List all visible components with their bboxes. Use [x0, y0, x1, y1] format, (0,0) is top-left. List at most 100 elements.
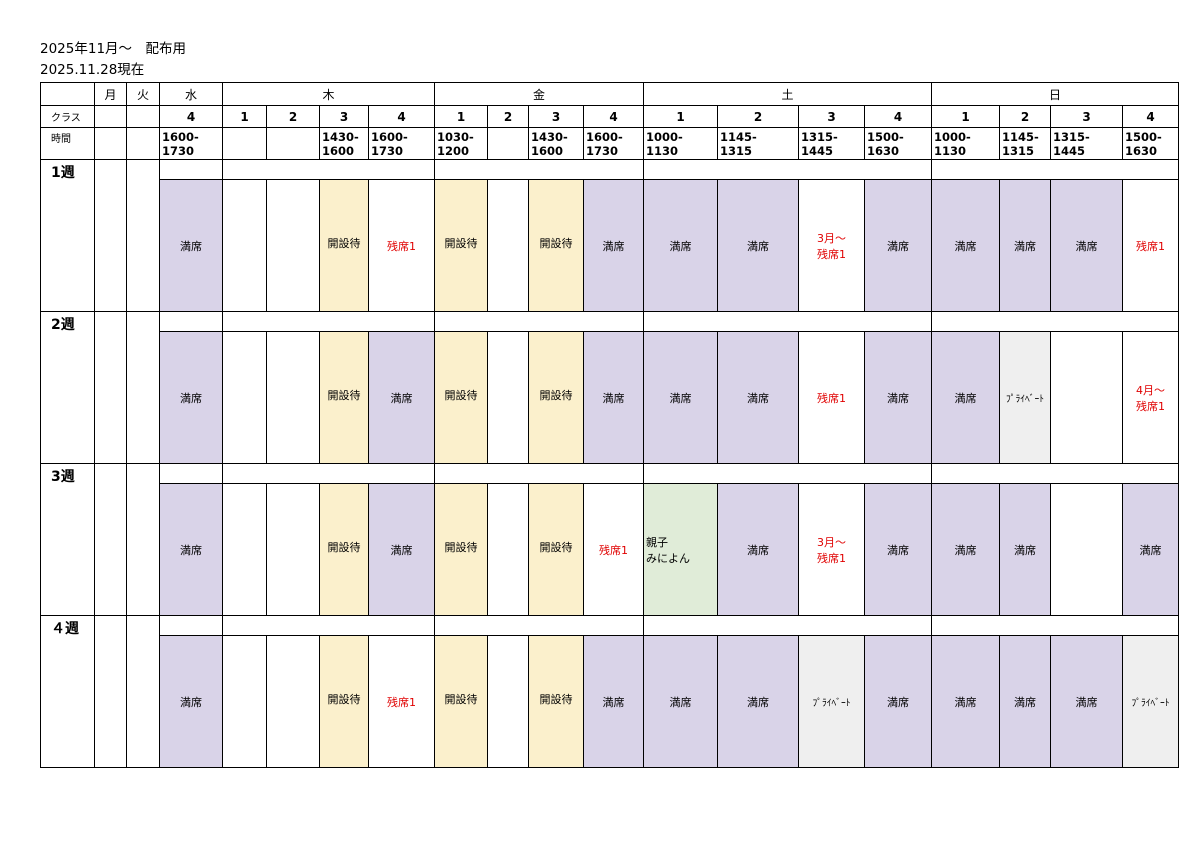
schedule-cell: 残席1	[583, 483, 644, 616]
time-slot: 1500- 1630	[864, 127, 932, 160]
time-start: 1500-	[867, 130, 904, 144]
week-strip-row: ４週	[40, 615, 1179, 768]
week-strip-cell	[159, 463, 223, 484]
day-thu: 木	[222, 82, 435, 106]
schedule-cell	[1050, 331, 1123, 464]
schedule-cell: 3月～ 残席1	[798, 483, 865, 616]
cell-text: みによん	[646, 551, 690, 565]
time-slot: 1600- 1730	[368, 127, 435, 160]
schedule-cell	[222, 331, 267, 464]
schedule-cell: 開設待	[319, 331, 369, 464]
time-slot: 1000- 1130	[931, 127, 1000, 160]
class-number: 2	[717, 105, 799, 128]
schedule-cell: 満席	[159, 635, 223, 768]
schedule-cell: 満席	[717, 331, 799, 464]
schedule-cell: 満席	[159, 331, 223, 464]
week-strip-row: 2週	[40, 311, 1179, 464]
week-tue-cell	[126, 615, 160, 768]
schedule-cell	[487, 331, 529, 464]
schedule-cell: 満席	[717, 483, 799, 616]
schedule-cell: 4月～ 残席1	[1122, 331, 1179, 464]
cell-text: 満席	[887, 695, 909, 709]
week-tue-cell	[126, 311, 160, 464]
class-number: 4	[368, 105, 435, 128]
cell-text: 開設待	[444, 237, 478, 250]
class-number: 1	[222, 105, 267, 128]
cell-text: ﾌﾟﾗｲﾍﾞｰﾄ	[1131, 697, 1170, 709]
week-strip-cell	[931, 311, 1179, 332]
cell-text: 満席	[669, 695, 692, 709]
time-start: 1430-	[322, 130, 359, 144]
schedule-cell: 開設待	[434, 179, 488, 312]
week-strip-cell	[222, 463, 435, 484]
week-schedule-row: 満席 開設待 満席 開設待 開設待 満席 満席 満席 残席1 満席 満席 ﾌﾟﾗｲﾍﾞｰﾄ 4月～ 残席1	[41, 331, 1179, 464]
schedule-cell: 満席	[583, 331, 644, 464]
cell-text: 満席	[1075, 695, 1098, 709]
week-mon-cell	[94, 159, 127, 312]
schedule-cell	[487, 483, 529, 616]
cell-text: 親子	[646, 535, 668, 549]
cell-text: 開設待	[444, 693, 478, 706]
schedule-cell: 満席	[931, 483, 1000, 616]
time-slot: 1430- 1600	[528, 127, 584, 160]
class-number: 2	[487, 105, 529, 128]
cell-text: 満席	[954, 239, 977, 253]
schedule-cell	[487, 635, 529, 768]
time-slot: 1430- 1600	[319, 127, 369, 160]
schedule-cell: 満席	[1122, 483, 1179, 616]
document-title: 2025年11月～ 配布用	[40, 41, 187, 57]
cell-text: 残席1	[817, 551, 846, 565]
week-strip-cell	[222, 311, 435, 332]
schedule-cell: 開設待	[528, 635, 584, 768]
cell-text: 開設待	[539, 541, 573, 554]
time-slot: 1000- 1130	[643, 127, 718, 160]
time-mon-empty	[94, 127, 127, 160]
schedule-cell: 満席	[717, 635, 799, 768]
class-tue-empty	[126, 105, 160, 128]
week-strip-cell	[931, 159, 1179, 180]
week-strip-cell	[222, 615, 435, 636]
cell-text: 開設待	[444, 389, 478, 402]
time-end: 1730	[371, 144, 404, 158]
cell-text: 満席	[390, 543, 413, 557]
time-slot	[222, 127, 267, 160]
cell-text: 残席1	[599, 543, 628, 557]
class-number: 1	[643, 105, 718, 128]
cell-text: 満席	[1139, 543, 1162, 557]
schedule-cell: 満席	[864, 635, 932, 768]
cell-text: 満席	[390, 391, 413, 405]
time-start: 1000-	[934, 130, 971, 144]
cell-text: 開設待	[539, 389, 573, 402]
schedule-cell: 満席	[643, 179, 718, 312]
class-number: 3	[528, 105, 584, 128]
time-start: 1500-	[1125, 130, 1162, 144]
time-slot: 1500- 1630	[1122, 127, 1179, 160]
cell-text: 満席	[954, 695, 977, 709]
schedule-cell: 満席	[999, 483, 1051, 616]
time-start: 1000-	[646, 130, 683, 144]
class-number: 2	[266, 105, 320, 128]
time-end: 1445	[801, 144, 834, 158]
time-slot: 1600- 1730	[583, 127, 644, 160]
day-fri: 金	[434, 82, 644, 106]
schedule-cell	[266, 179, 320, 312]
cell-text: 開設待	[539, 693, 573, 706]
cell-text: ﾌﾟﾗｲﾍﾞｰﾄ	[1005, 393, 1044, 405]
week-strip-cell	[643, 159, 932, 180]
day-sat: 土	[643, 82, 932, 106]
day-tue: 火	[126, 82, 160, 106]
week-strip-row: 3週	[40, 463, 1179, 616]
time-slot: 1030- 1200	[434, 127, 488, 160]
schedule-cell: 開設待	[528, 483, 584, 616]
week-strip-cell	[159, 311, 223, 332]
class-number: 1	[931, 105, 1000, 128]
class-number: 3	[798, 105, 865, 128]
cell-text: 満席	[747, 239, 769, 253]
schedule-cell: 開設待	[434, 635, 488, 768]
cell-text: 残席1	[817, 391, 846, 405]
class-number: 4	[159, 105, 223, 128]
cell-text: 満席	[669, 239, 692, 253]
cell-text: 満席	[1014, 239, 1036, 253]
